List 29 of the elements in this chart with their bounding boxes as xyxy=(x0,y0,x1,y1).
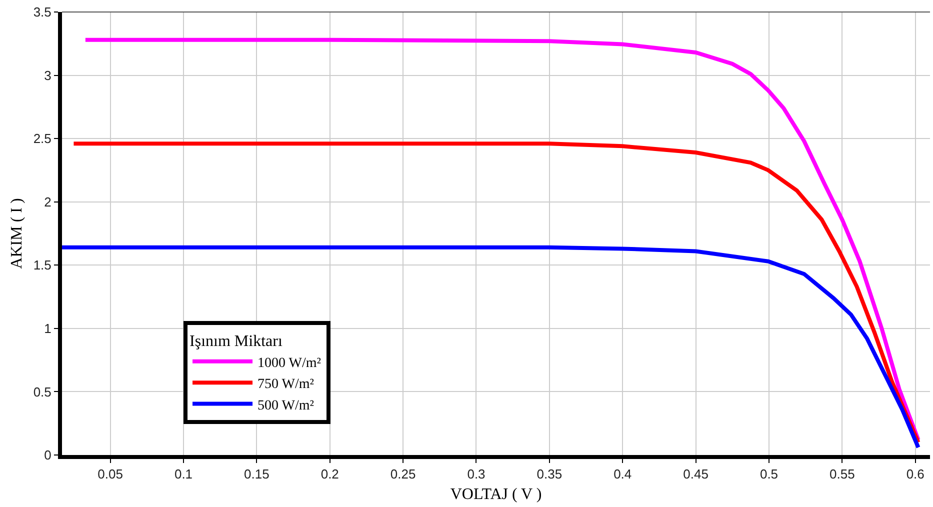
legend-label: 500 W/m² xyxy=(258,398,314,414)
x-tick-label: 0.05 xyxy=(98,466,123,482)
x-axis-title: VOLTAJ ( V ) xyxy=(450,486,542,503)
y-tick-label: 1 xyxy=(44,320,52,336)
line-series xyxy=(62,245,920,450)
y-tick-label: 2.5 xyxy=(33,131,52,146)
legend-label: 750 W/m² xyxy=(258,377,314,392)
line-series xyxy=(72,142,920,444)
x-tick-label: 0.6 xyxy=(906,466,924,482)
x-tick-label: 0.25 xyxy=(390,466,416,482)
x-tick-label: 0.15 xyxy=(244,466,270,482)
y-tick-label: 3.5 xyxy=(33,4,52,20)
legend-label: 1000 W/m² xyxy=(258,356,321,371)
x-tick-label: 0.1 xyxy=(174,466,193,482)
y-tick-label: 0 xyxy=(44,448,52,463)
x-tick-label: 0.35 xyxy=(536,466,562,482)
x-tick-label: 0.4 xyxy=(614,466,632,482)
y-axis-title: AKIM ( I ) xyxy=(8,198,26,269)
y-tick-label: 3 xyxy=(44,68,52,83)
line-series xyxy=(83,38,920,442)
x-tick-label: 0.3 xyxy=(467,466,486,482)
x-tick-label: 0.2 xyxy=(320,466,339,482)
x-tick-label: 0.45 xyxy=(683,466,708,482)
legend-title: Işınım Miktarı xyxy=(190,332,283,350)
x-tick-label: 0.55 xyxy=(830,466,855,482)
y-tick-label: 1.5 xyxy=(33,258,52,273)
x-tick-label: 0.5 xyxy=(760,466,778,482)
y-tick-label: 0.5 xyxy=(33,384,52,400)
y-tick-label: 2 xyxy=(44,194,52,210)
